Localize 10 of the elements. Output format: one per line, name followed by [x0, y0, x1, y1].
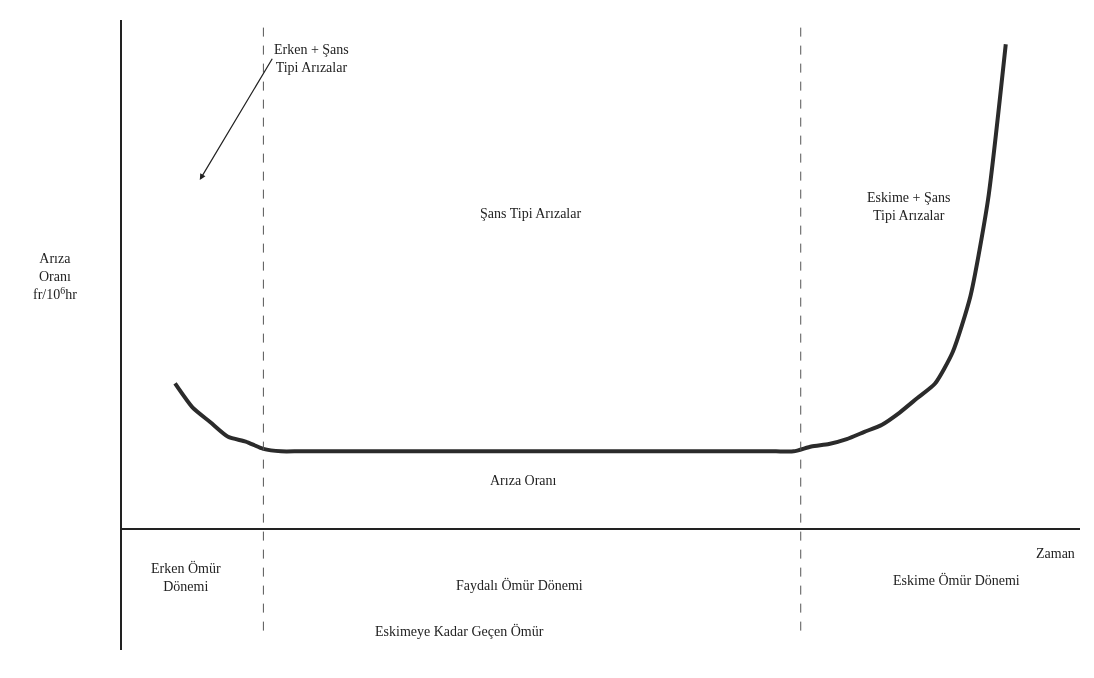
text: Eskime Ömür Dönemi — [893, 572, 1020, 588]
annotation: Şans Tipi Arızalar — [480, 206, 582, 221]
text: Erken Ömür Dönemi — [151, 560, 221, 595]
text: Eskimeye Kadar Geçen Ömür — [375, 623, 544, 639]
annotation: Erken + Şans Tipi Arızalar — [274, 42, 349, 76]
x-axis-title: Zaman — [1036, 546, 1075, 561]
annotation: Eskime + Şans Tipi Arızalar — [867, 190, 951, 224]
text: Faydalı Ömür Dönemi — [456, 577, 583, 593]
y-axis-title: Arıza Oranı fr/10$^{6}$hr — [33, 251, 78, 303]
annotation: Arıza Oranı — [490, 473, 557, 488]
